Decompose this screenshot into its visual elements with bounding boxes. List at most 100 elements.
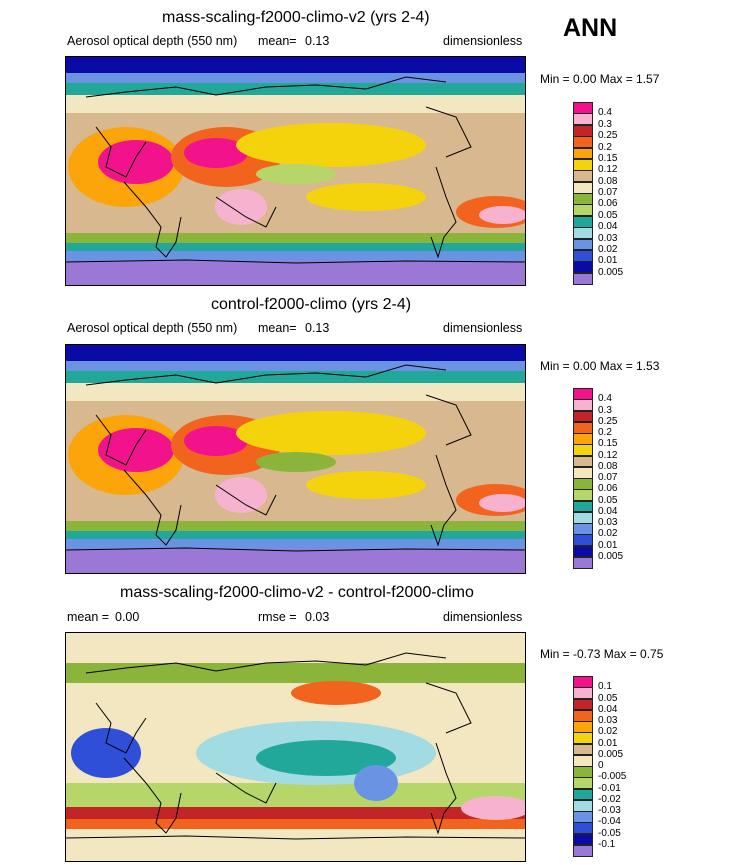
colorbar-cell [573, 556, 593, 569]
coastline [430, 454, 457, 547]
australia-peak [215, 189, 267, 225]
north-pacific-orange [291, 681, 381, 705]
colorbar-cell [573, 777, 593, 789]
australia-peak [215, 477, 267, 513]
colorbar-cell [573, 147, 593, 160]
panel3-map-svg [66, 633, 525, 861]
panel3-mean-value: 0.00 [115, 610, 140, 624]
pacific-teal [256, 740, 396, 776]
southern-band-b [66, 243, 525, 251]
coastline [95, 414, 147, 466]
colorbar-cell [573, 193, 593, 205]
asia-peak [184, 426, 248, 456]
colorbar-cell [573, 732, 593, 744]
panel2-map [65, 344, 526, 574]
colorbar-label: 0.3 [598, 404, 612, 416]
panel2-map-svg [66, 345, 525, 573]
colorbar-label: 0.07 [598, 187, 618, 198]
south-pacific-yellow [306, 183, 426, 211]
colorbar-label: 0.02 [598, 528, 618, 540]
colorbar-label: 0.08 [598, 460, 618, 472]
colorbar-label: 0.05 [598, 209, 618, 221]
colorbar-cell [573, 709, 593, 722]
tropical-pacific-band [256, 164, 336, 184]
colorbar-label: 0.12 [598, 449, 618, 461]
colorbar-cell [573, 721, 593, 733]
colorbar-cell [573, 833, 593, 846]
midlat-band [66, 83, 525, 95]
panel3-mean-label: mean = [67, 610, 110, 624]
pacific-yellow [236, 123, 426, 167]
panel1-mean-value: 0.13 [305, 34, 330, 48]
colorbar-cell [573, 811, 593, 823]
panel2-mean-label: mean= [258, 321, 297, 335]
colorbar-cell [573, 113, 593, 126]
panel1-minmax: Min = 0.00 Max = 1.57 [540, 72, 660, 86]
colorbar-label: 0.03 [598, 232, 618, 244]
colorbar-label: 0.2 [598, 427, 612, 438]
colorbar-cell [573, 410, 593, 423]
colorbar-label: 0.005 [598, 550, 624, 562]
colorbar-label: 0.4 [598, 393, 612, 405]
colorbar-label: 0.08 [598, 175, 618, 187]
colorbar-cell [573, 687, 593, 699]
colorbar-cell [573, 511, 593, 524]
colorbar-cell [573, 261, 593, 274]
northern-midlat-band [66, 95, 525, 113]
africa-peak [98, 140, 174, 184]
coastline [425, 682, 472, 734]
coastline [66, 835, 525, 840]
subarctic-band [66, 361, 525, 371]
colorbar-label: 0.2 [598, 141, 612, 153]
southern-red-band [66, 807, 525, 819]
coastline [425, 394, 472, 446]
antarctic-band [66, 261, 525, 285]
coastline [85, 364, 447, 386]
colorbar-label: 0.06 [598, 483, 618, 495]
antarctic-beige [66, 829, 525, 861]
colorbar-cell [573, 388, 593, 400]
arctic-band [66, 345, 525, 361]
southern-band-a [66, 521, 525, 531]
colorbar-label: 0.04 [598, 703, 618, 715]
colorbar-cell [573, 788, 593, 801]
panel2-minmax: Min = 0.00 Max = 1.53 [540, 359, 660, 373]
colorbar-cell [573, 489, 593, 501]
coastline [123, 469, 182, 546]
panel3-title: mass-scaling-f2000-climo-v2 - control-f2… [120, 584, 474, 601]
coastline [123, 181, 182, 258]
midlat-band [66, 371, 525, 383]
colorbar-label: 0.01 [598, 539, 618, 551]
colorbar-cell [573, 272, 593, 285]
panel1-mean-label: mean= [258, 34, 297, 48]
atlantic-peak [479, 494, 525, 512]
colorbar-label: 0.4 [598, 107, 612, 119]
panel3-colorbar: 0.1 0.05 0.04 0.03 0.02 0.01 0.005 0 -0.005 -0.01… [573, 676, 653, 857]
panel3-map [65, 632, 526, 862]
panel3-rmse-value: 0.03 [305, 610, 330, 624]
colorbar-cell [573, 466, 593, 479]
southern-band-c [66, 539, 525, 549]
colorbar-label: 0.25 [598, 415, 618, 427]
coastline [430, 166, 457, 259]
colorbar-cell [573, 158, 593, 171]
colorbar-cell [573, 799, 593, 812]
colorbar-label: 0.02 [598, 726, 618, 738]
colorbar-label: -0.01 [598, 782, 621, 794]
colorbar-label: -0.1 [598, 838, 616, 850]
colorbar-cell [573, 181, 593, 194]
panel1-colorbar: 0.4 0.3 0.25 0.2 0.15 0.12 0.08 0.07 0.06 0.05 0.0… [573, 102, 653, 285]
panel2-variable: Aerosol optical depth (550 nm) [67, 321, 238, 335]
colorbar-label: 0.15 [598, 152, 618, 164]
south-pacific-blue [354, 765, 398, 801]
coastline [215, 196, 277, 228]
colorbar-label: -0.05 [598, 827, 621, 839]
coastline [425, 106, 472, 158]
colorbar-cell [573, 534, 593, 546]
colorbar-label: 0.07 [598, 472, 618, 483]
colorbar-cell [573, 444, 593, 456]
colorbar-cell [573, 766, 593, 778]
colorbar-label: 0.02 [598, 243, 618, 255]
panel2-mean-value: 0.13 [305, 321, 330, 335]
coastline [66, 547, 525, 552]
